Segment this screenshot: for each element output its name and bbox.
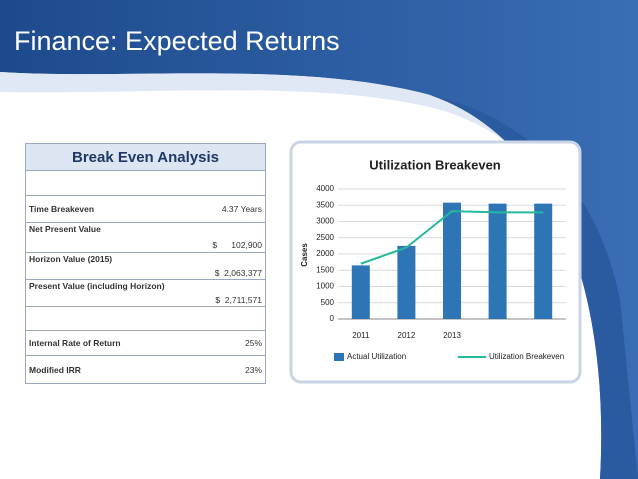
row-label: Present Value (including Horizon) [29, 281, 165, 291]
row-value: 4.37 Years [188, 195, 266, 223]
row-label: Internal Rate of Return [25, 330, 189, 356]
y-tick-label: 4000 [316, 184, 334, 193]
bar [534, 203, 553, 319]
spacer-row [25, 306, 266, 331]
row: Present Value (including Horizon) $ 2,711… [25, 279, 266, 307]
y-tick-label: 2000 [316, 249, 334, 258]
spacer-row [25, 170, 266, 196]
row: Net Present Value $ 102,900 [25, 222, 266, 253]
line [360, 210, 544, 265]
y-axis-label: Cases [300, 243, 309, 267]
legend-label: Actual Utilization [347, 352, 406, 361]
y-tick-label: 500 [321, 298, 335, 307]
y-tick-label: 1000 [316, 282, 334, 291]
row-value: $ 102,900 [212, 240, 262, 250]
bar [397, 245, 416, 319]
row-label: Modified IRR [25, 355, 189, 384]
bar [443, 202, 461, 319]
y-tick-label: 2500 [316, 233, 334, 242]
row-value: 25% [188, 330, 266, 356]
bar [488, 203, 507, 319]
row-value: 23% [188, 355, 266, 384]
chart-frame [289, 140, 582, 384]
y-tick-label: 1500 [316, 265, 334, 274]
x-tick-label: 2011 [352, 331, 370, 340]
row: Horizon Value (2015) $ 2,063,377 [25, 252, 266, 280]
slide-title: Finance: Expected Returns [14, 26, 340, 56]
bar [351, 265, 370, 319]
y-tick-label: 3000 [316, 217, 334, 226]
row-label: Net Present Value [29, 224, 101, 234]
row-label: Time Breakeven [25, 195, 189, 223]
legend-label: Utilization Breakeven [489, 352, 564, 361]
row-value: $ 2,711,571 [215, 295, 262, 305]
row-label: Horizon Value (2015) [29, 254, 113, 264]
legend-swatch [334, 353, 344, 361]
break-even-table: Break Even Analysis Time Breakeven 4.37 Y… [25, 143, 266, 384]
y-tick-label: 3500 [316, 200, 334, 209]
y-tick-label: 0 [330, 314, 335, 323]
x-tick-label: 2013 [443, 331, 461, 340]
x-tick-label: 2012 [398, 331, 416, 340]
chart-title: Utilization Breakeven [369, 157, 501, 172]
row-value: $ 2,063,377 [214, 268, 262, 278]
table-title: Break Even Analysis [25, 143, 266, 171]
